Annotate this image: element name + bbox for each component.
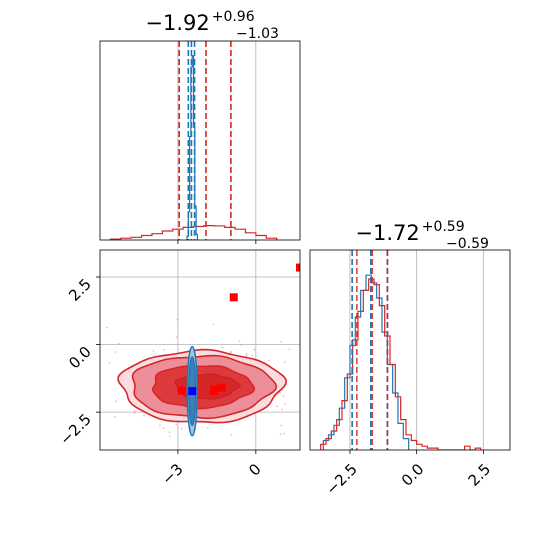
scatter-point — [212, 323, 215, 326]
scatter-point — [288, 348, 291, 351]
scatter-point — [378, 378, 380, 380]
scatter-point — [162, 349, 165, 352]
scatter-point — [175, 423, 178, 426]
scatter-point — [283, 361, 286, 364]
histograms-param2 — [320, 274, 482, 450]
scatter-point — [162, 427, 165, 430]
scatter-point — [114, 351, 117, 353]
scatter-point — [117, 342, 120, 345]
scatter-point — [238, 340, 241, 342]
scatter-point — [230, 434, 233, 436]
scatter-point — [281, 408, 284, 411]
scatter-point — [280, 340, 283, 343]
scatter-point — [221, 346, 224, 349]
quantile-lines-param1 — [178, 41, 232, 240]
axes-frame-param1 — [99, 40, 301, 241]
red-marker-1 — [229, 293, 238, 302]
xticks-param2: −2.5 0.0 2.5 — [322, 450, 494, 499]
scatter-point — [175, 336, 178, 338]
scatter-point — [97, 378, 99, 380]
scatter-point — [152, 350, 155, 352]
scatter-point — [276, 405, 279, 408]
scatter-point — [304, 383, 306, 385]
scatter-point — [168, 431, 171, 434]
title-param1: −1.92 +0.96 −1.03 — [145, 9, 279, 42]
joint-panel: −3 0 −2.5 0.0 2.5 — [56, 249, 380, 488]
scatter-point — [168, 435, 171, 438]
red-histogram-param2 — [320, 278, 482, 450]
scatter-point — [114, 400, 117, 403]
scatter-point — [253, 348, 256, 351]
scatter-point — [279, 433, 282, 436]
histograms-param1 — [109, 55, 278, 240]
scatter-point — [133, 409, 136, 412]
scatter-point — [313, 358, 315, 360]
red-marker-2 — [177, 386, 186, 395]
title-param2: −1.72 +0.59 −0.59 — [355, 219, 489, 252]
scatter-point — [283, 403, 286, 405]
scatter-point — [108, 362, 111, 364]
scatter-point — [279, 392, 281, 394]
xtick-label-joint-0: −3 — [158, 460, 186, 488]
xtick-label-param2-0: −2.5 — [322, 460, 360, 498]
scatter-point — [268, 359, 270, 362]
xtick-label-param2-1: 0.0 — [398, 460, 428, 490]
xtick-label-param2-2: 2.5 — [465, 460, 495, 490]
scatter-point — [282, 394, 285, 397]
blue-marker — [188, 387, 197, 396]
quantile-lines-param2 — [351, 250, 389, 450]
scatter-point — [133, 411, 136, 414]
scatter-point — [283, 432, 286, 435]
joint-density — [77, 263, 380, 458]
scatter-point — [114, 416, 117, 418]
grid-param1 — [177, 41, 257, 240]
scatter-point — [251, 355, 254, 357]
axes-frame-param2 — [309, 249, 511, 451]
xticks-joint: −3 0 — [158, 450, 265, 488]
ytick-label-joint-1: 0.0 — [65, 343, 95, 373]
scatter-point — [306, 416, 308, 418]
scatter-point — [245, 355, 248, 357]
red-histogram-param1 — [109, 225, 278, 240]
yticks-joint: −2.5 0.0 2.5 — [56, 275, 100, 449]
scatter-point — [180, 427, 183, 430]
marginal-panel-param1: −1.92 +0.96 −1.03 — [99, 9, 301, 244]
scatter-point — [96, 400, 98, 402]
scatter-point — [143, 414, 146, 417]
axes-frame-joint — [99, 249, 301, 451]
scatter-point — [245, 352, 248, 355]
scatter-point — [239, 344, 242, 347]
scatter-point — [176, 318, 179, 321]
scatter-point — [280, 424, 283, 427]
scatter-point — [206, 426, 209, 429]
scatter-point — [106, 326, 108, 329]
ytick-label-joint-0: −2.5 — [56, 410, 94, 448]
scatter-point — [229, 350, 232, 353]
scatter-point — [77, 456, 79, 458]
red-marker-4 — [218, 383, 227, 392]
scatter-point — [158, 424, 161, 427]
marginal-panel-param2: −2.5 0.0 2.5 −1.72 +0.59 −0.59 — [309, 219, 511, 499]
red-marker-0 — [296, 263, 300, 272]
red-marker-5 — [210, 387, 219, 396]
ytick-label-joint-2: 2.5 — [65, 275, 95, 305]
xticks-param1 — [177, 240, 257, 244]
xtick-label-joint-1: 0 — [245, 460, 264, 479]
